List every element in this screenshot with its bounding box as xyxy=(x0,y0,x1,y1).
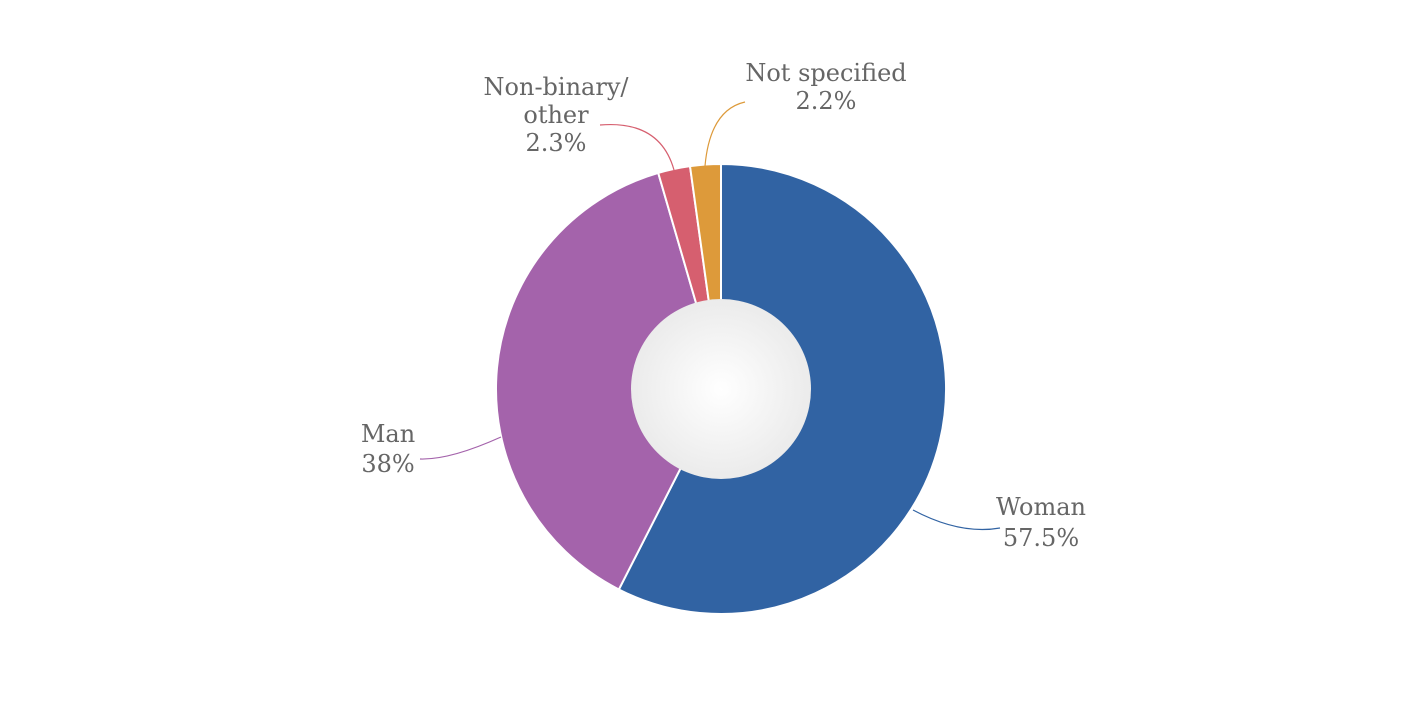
donut-hole xyxy=(631,299,811,479)
leader-line-man xyxy=(419,436,502,460)
leader-line-non-binary-other xyxy=(599,123,675,171)
category-label-not-specified: Not specified xyxy=(745,59,906,87)
value-label-man: 38% xyxy=(361,450,414,478)
category-label-non-binary-other: Non-binary/ xyxy=(484,73,630,101)
slice-man xyxy=(495,171,723,591)
leader-line-not-specified xyxy=(704,101,746,167)
value-label-non-binary-other: 2.3% xyxy=(526,129,587,157)
value-label-not-specified: 2.2% xyxy=(796,87,857,115)
category-label-man: Man xyxy=(361,420,415,448)
category-label-woman: Woman xyxy=(996,493,1086,521)
leader-lines-group xyxy=(419,101,1001,531)
value-label-woman: 57.5% xyxy=(1003,524,1079,552)
leader-line-woman xyxy=(912,509,1001,531)
category-label-non-binary-other: other xyxy=(523,101,589,129)
